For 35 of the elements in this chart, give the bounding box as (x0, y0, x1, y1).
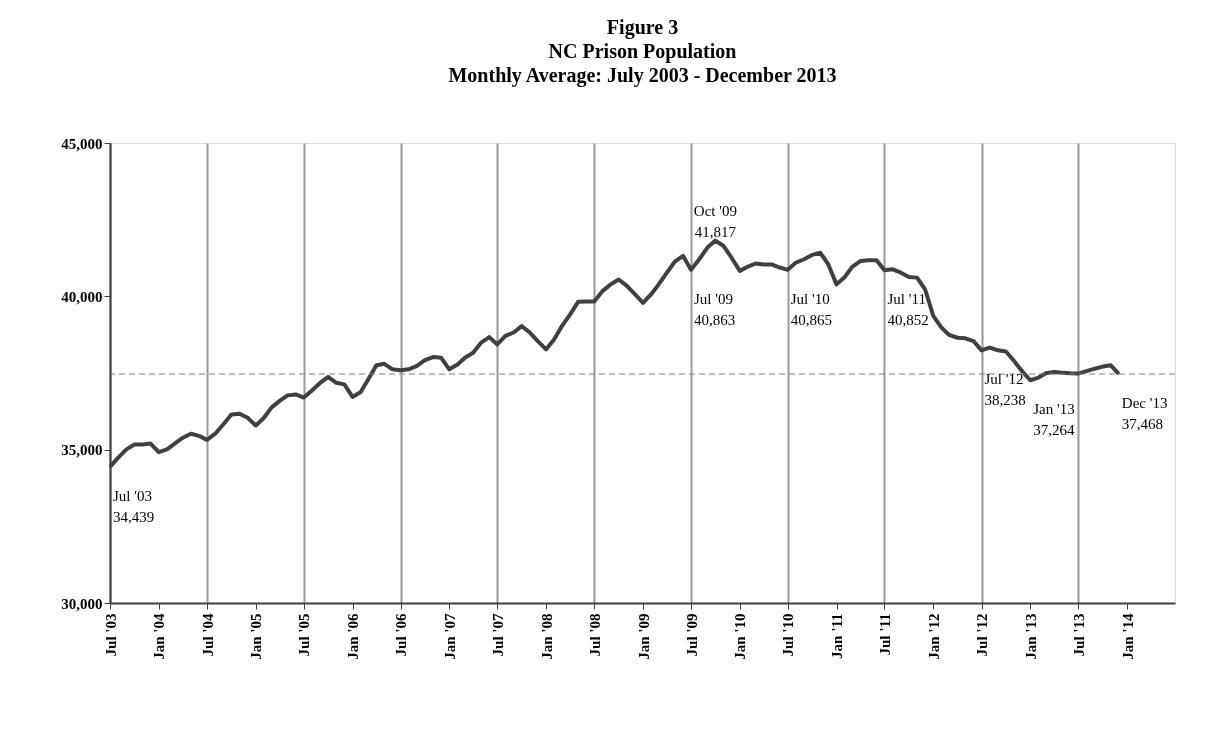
x-tick-label: Jul '08 (586, 613, 603, 657)
annotation: Oct '09 41,817 (693, 202, 737, 240)
x-tick-label: Jan '14 (1119, 613, 1136, 660)
annotation: Jul '10 40,865 (790, 290, 832, 328)
x-tick-label: Jan '05 (248, 613, 265, 660)
y-tick-label: 45,000 (61, 135, 103, 152)
y-tick-label: 40,000 (61, 288, 103, 305)
x-tick-label: Jul '06 (393, 613, 409, 657)
x-tick-label: Jan '09 (635, 613, 652, 660)
annotation: Jul '03 34,439 (113, 487, 155, 525)
x-tick-label: Jan '11 (829, 613, 846, 659)
y-tick-label: 35,000 (61, 442, 103, 459)
y-tick-label: 30,000 (61, 595, 103, 612)
x-tick-label: Jan '04 (151, 613, 168, 660)
x-tick-label: Jan '12 (925, 613, 942, 660)
x-tick-label: Jul '04 (199, 613, 216, 657)
annotation: Jul '09 40,863 (694, 290, 736, 328)
annotation: Jul '12 38,238 (984, 371, 1026, 409)
x-tick-label: Jan '08 (538, 613, 555, 660)
x-tick-label: Jan '07 (441, 613, 458, 660)
annotation: Jul '11 40,852 (887, 291, 929, 329)
x-tick-label: Jul '12 (974, 613, 991, 657)
x-tick-label: Jul '09 (683, 613, 700, 657)
x-tick-label: Jul '13 (1070, 613, 1087, 657)
x-tick-label: Jan '10 (732, 613, 749, 660)
annotation: Jan '13 37,264 (1033, 401, 1076, 439)
x-tick-label: Jan '13 (1022, 613, 1039, 660)
x-tick-label: Jan '06 (345, 613, 362, 660)
x-tick-label: Jul '10 (780, 613, 797, 657)
chart-title: Figure 3 NC Prison Population Monthly Average: July 2003 - December 2013 (448, 16, 837, 87)
x-tick-label: Jul '03 (102, 613, 119, 657)
x-tick-label: Jul '11 (877, 613, 893, 656)
x-tick-label: Jul '07 (489, 613, 506, 657)
x-tick-label: Jul '05 (296, 613, 313, 657)
annotation: Dec '13 37,468 (1121, 394, 1168, 432)
